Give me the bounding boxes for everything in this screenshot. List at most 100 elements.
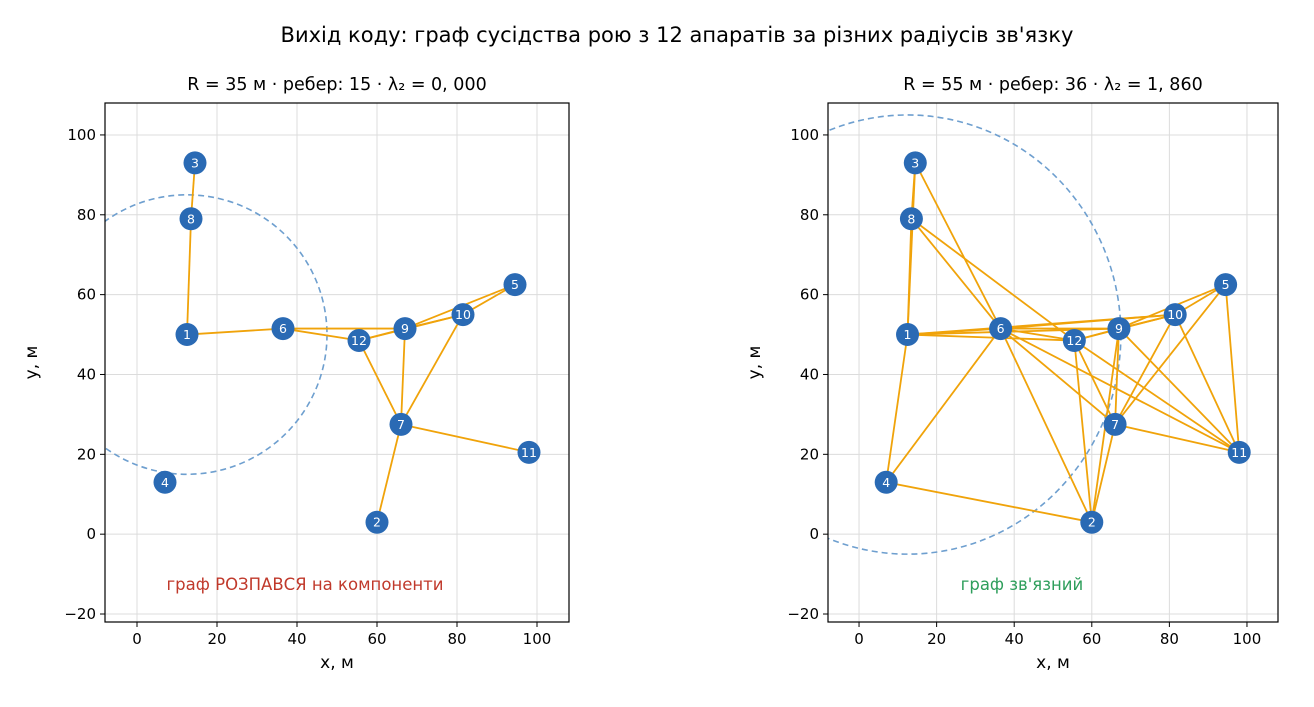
x-tick-label: 80 — [447, 630, 466, 648]
panel-title: R = 35 м · ребер: 15 · λ₂ = 0, 000 — [187, 75, 486, 95]
node-12-label: 12 — [1066, 333, 1082, 348]
y-tick-label: 40 — [800, 365, 819, 383]
node-2-point — [1080, 510, 1104, 534]
graph-status-note: граф РОЗПАВСЯ на компоненти — [167, 575, 444, 594]
y-axis-label: y, м — [745, 346, 765, 380]
y-tick-label: 60 — [800, 286, 819, 304]
node-2-point — [365, 510, 389, 534]
edge-9-7 — [1114, 328, 1120, 425]
node-9-label: 9 — [1115, 321, 1123, 336]
y-tick-label: −20 — [64, 605, 96, 623]
node-10-label: 10 — [1167, 307, 1183, 322]
range-circle — [105, 194, 328, 476]
node-6-label: 6 — [279, 321, 287, 336]
node-1-label: 1 — [183, 327, 191, 342]
y-tick-label: 100 — [67, 126, 96, 144]
node-3-point — [903, 151, 927, 175]
edge-7-2 — [376, 424, 402, 523]
node-12-point — [1062, 329, 1086, 353]
axes-frame — [827, 102, 1279, 623]
edge-7-11 — [400, 423, 530, 454]
x-tick-label: 100 — [523, 630, 552, 648]
node-5-label: 5 — [511, 277, 519, 292]
node-3-point — [183, 151, 207, 175]
node-5-label: 5 — [1222, 277, 1230, 292]
edge-6-12 — [1000, 327, 1075, 342]
node-4-point — [153, 470, 177, 494]
y-tick-label: 100 — [790, 126, 819, 144]
y-tick-label: 20 — [800, 445, 819, 463]
node-6-point — [989, 317, 1013, 341]
node-7-label: 7 — [397, 417, 405, 432]
edge-8-12 — [910, 218, 1075, 342]
node-8-point — [179, 207, 203, 231]
x-tick-label: 60 — [367, 630, 386, 648]
x-tick-label: 40 — [1005, 630, 1024, 648]
node-11-label: 11 — [521, 445, 537, 460]
node-7-label: 7 — [1111, 417, 1119, 432]
node-4-label: 4 — [161, 475, 169, 490]
edge-6-2 — [999, 328, 1093, 523]
edge-5-7 — [1114, 284, 1227, 425]
edge-10-7 — [400, 314, 464, 425]
node-10-label: 10 — [455, 307, 471, 322]
node-11-point — [1227, 440, 1251, 464]
node-7-point — [1103, 412, 1127, 436]
node-3-label: 3 — [191, 155, 199, 170]
node-12-label: 12 — [351, 333, 367, 348]
edge-10-7 — [1114, 314, 1176, 425]
edge-4-2 — [886, 481, 1092, 524]
node-1-point — [896, 323, 920, 347]
figure-title: Вихід коду: граф сусідства рою з 12 апар… — [281, 23, 1074, 47]
node-8-label: 8 — [907, 211, 915, 226]
x-tick-label: 20 — [207, 630, 226, 648]
edge-12-7 — [358, 340, 402, 425]
edge-9-11 — [1118, 327, 1240, 453]
node-9-point — [393, 317, 417, 341]
edge-1-6 — [186, 327, 284, 336]
y-tick-label: 80 — [77, 206, 96, 224]
edge-8-6 — [910, 218, 1002, 330]
axes-frame — [104, 102, 570, 623]
node-10-point — [1163, 303, 1187, 327]
edge-10-11 — [1174, 314, 1241, 453]
edge-8-1 — [186, 218, 192, 335]
node-10-point — [451, 303, 475, 327]
x-tick-label: 20 — [927, 630, 946, 648]
edge-6-12 — [282, 327, 360, 342]
edge-12-11 — [1073, 339, 1240, 454]
edge-1-4 — [885, 334, 909, 483]
node-3-label: 3 — [911, 155, 919, 170]
node-8-point — [899, 207, 923, 231]
y-tick-label: 20 — [77, 445, 96, 463]
edge-6-11 — [1000, 327, 1240, 454]
node-4-point — [874, 470, 898, 494]
x-axis-label: x, м — [1036, 653, 1070, 673]
node-4-label: 4 — [882, 475, 890, 490]
edge-5-11 — [1224, 284, 1241, 453]
x-tick-label: 100 — [1233, 630, 1262, 648]
graph-status-note: граф зв'язний — [961, 575, 1084, 594]
node-12-point — [347, 329, 371, 353]
y-tick-label: 40 — [77, 365, 96, 383]
node-11-point — [517, 440, 541, 464]
node-1-point — [175, 323, 199, 347]
y-tick-label: 60 — [77, 286, 96, 304]
node-1-label: 1 — [904, 327, 912, 342]
edge-1-9 — [907, 327, 1119, 336]
x-tick-label: 0 — [854, 630, 864, 648]
node-9-point — [1107, 317, 1131, 341]
edge-7-2 — [1090, 424, 1116, 523]
node-2-label: 2 — [373, 515, 381, 530]
node-5-point — [1214, 273, 1238, 297]
x-tick-label: 80 — [1160, 630, 1179, 648]
edge-12-2 — [1073, 340, 1093, 523]
panel-title: R = 55 м · ребер: 36 · λ₂ = 1, 860 — [903, 75, 1202, 95]
x-tick-label: 40 — [287, 630, 306, 648]
edge-4-6 — [885, 328, 1002, 483]
